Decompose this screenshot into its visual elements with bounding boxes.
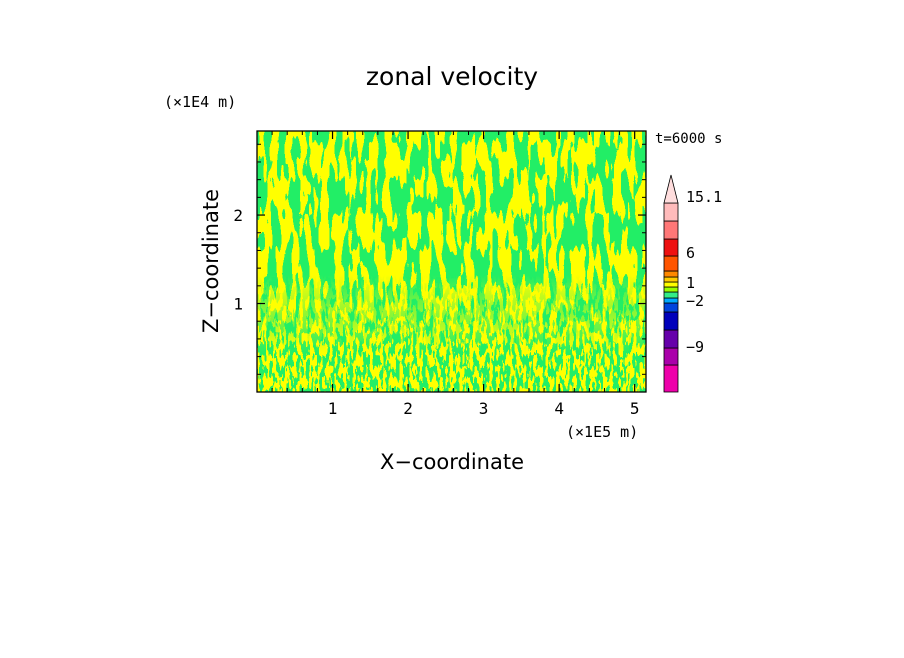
y-axis-ticks: 12 bbox=[233, 143, 646, 375]
colorbar-swatch bbox=[663, 364, 679, 393]
colorbar-swatch bbox=[663, 297, 679, 304]
field-fine bbox=[257, 131, 646, 392]
colorbar-swatch bbox=[663, 347, 679, 366]
colorbar-swatch bbox=[663, 281, 679, 288]
heatmap-field bbox=[257, 131, 646, 392]
x-scale-label: (×1E5 m) bbox=[566, 423, 638, 441]
colorbar-swatch bbox=[663, 291, 679, 299]
colorbar: 15.1 6 1−2 −9 bbox=[663, 174, 722, 393]
colorbar-swatch bbox=[663, 220, 679, 240]
colorbar-swatch bbox=[663, 329, 679, 349]
colorbar-swatch bbox=[663, 255, 679, 272]
x-tick-label: 1 bbox=[328, 399, 338, 418]
y-tick-label: 1 bbox=[233, 295, 243, 314]
x-tick-label: 4 bbox=[554, 399, 564, 418]
x-tick-label: 5 bbox=[630, 399, 640, 418]
time-label: t=6000 s bbox=[655, 131, 722, 147]
x-axis-label: X−coordinate bbox=[380, 450, 524, 474]
y-scale-label: (×1E4 m) bbox=[164, 93, 236, 111]
colorbar-swatch bbox=[663, 302, 679, 313]
chart-title: zonal velocity bbox=[366, 62, 538, 91]
y-tick-label: 2 bbox=[233, 206, 243, 225]
x-axis-ticks: 1 2 3 4 5 bbox=[271, 131, 640, 418]
colorbar-swatch bbox=[663, 270, 679, 278]
colorbar-swatch bbox=[663, 311, 679, 331]
x-tick-label: 3 bbox=[479, 399, 489, 418]
colorbar-swatch bbox=[663, 202, 679, 222]
colorbar-swatch bbox=[663, 276, 679, 283]
colorbar-label: −9 bbox=[686, 338, 704, 356]
plot-frame bbox=[256, 130, 647, 393]
colorbar-label: −2 bbox=[686, 292, 704, 310]
colorbar-label: 15.1 bbox=[686, 188, 722, 206]
y-axis-label: Z−coordinate bbox=[199, 189, 223, 333]
colorbar-label: 6 bbox=[686, 244, 695, 262]
colorbar-extension bbox=[663, 174, 679, 204]
colorbar-swatch bbox=[663, 286, 679, 293]
x-tick-label: 2 bbox=[403, 399, 413, 418]
colorbar-swatch bbox=[663, 238, 679, 257]
colorbar-label: 1 bbox=[686, 274, 695, 292]
